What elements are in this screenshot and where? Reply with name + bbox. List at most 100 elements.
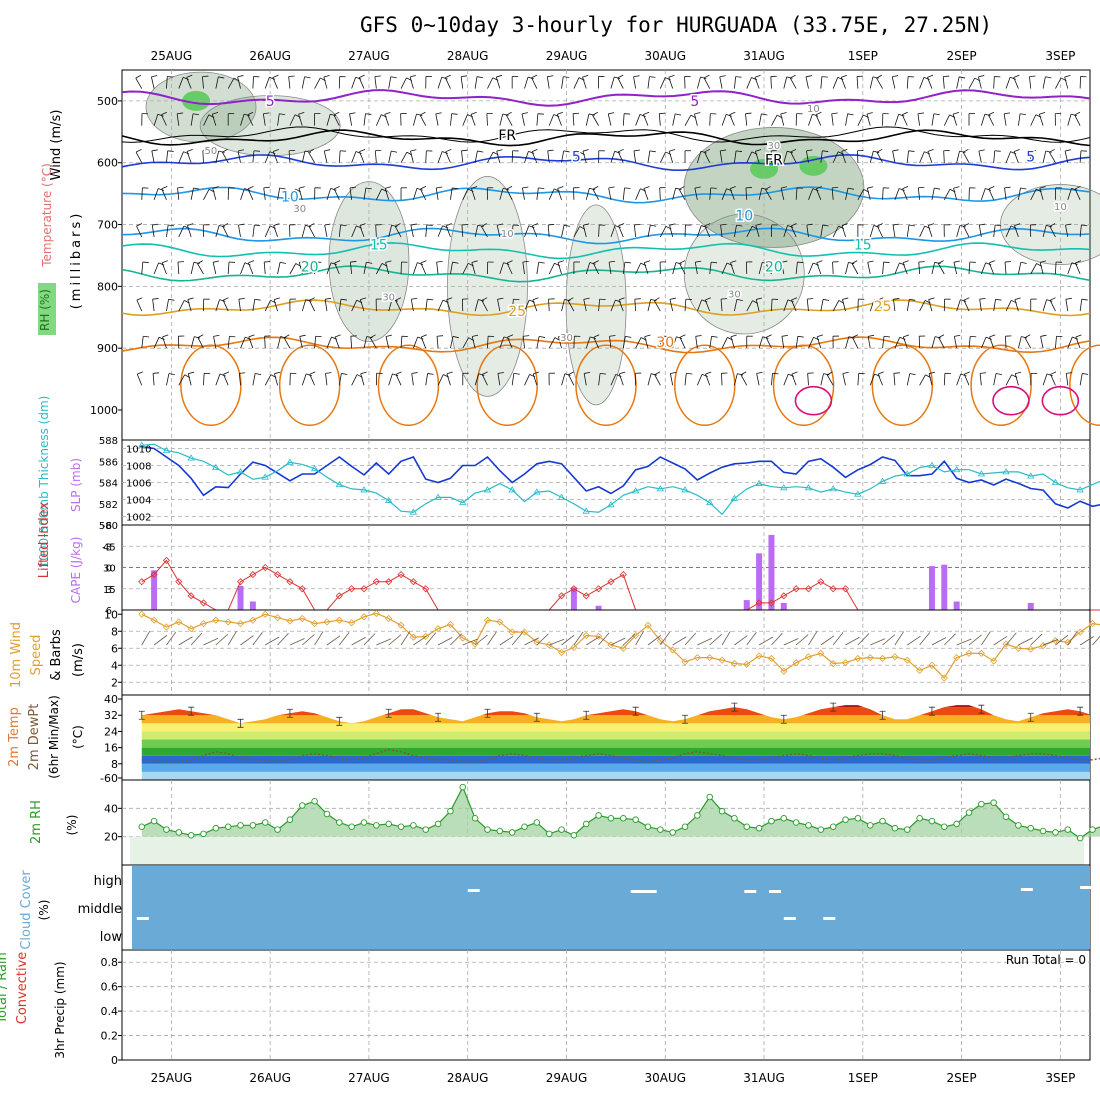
wind-barb-flag	[1013, 74, 1020, 78]
y-tick-label: 8	[111, 758, 118, 771]
upper-wind-barbs	[135, 74, 1089, 386]
wind-barb	[610, 374, 617, 386]
axis-label: (6hr Min/Max)	[47, 695, 61, 779]
warm-contour-loop	[575, 344, 637, 427]
wind-barb-flag	[614, 150, 621, 154]
wind-barb	[237, 76, 241, 89]
wind-barb	[395, 300, 402, 312]
wind-barb	[177, 262, 180, 275]
wind-barb-flag	[847, 113, 854, 116]
wind-barb	[499, 336, 505, 349]
wind-barb-flag	[934, 187, 941, 190]
wind-barb	[709, 113, 711, 126]
wind10-barb	[326, 635, 341, 646]
wind10-marker	[1039, 642, 1047, 650]
wind-barb-flag	[787, 299, 794, 303]
wind-barb-flag	[359, 148, 366, 152]
axis-label-part: Wind (m/s)	[49, 110, 64, 181]
contour-label: 20	[765, 260, 783, 276]
wind-barb-flag	[1004, 112, 1011, 115]
wind-barb	[943, 189, 951, 201]
top-date-label: 2SEP	[947, 49, 977, 63]
wind10-marker	[298, 614, 306, 623]
wind-barb	[867, 262, 871, 275]
wind-barb-flag	[695, 260, 702, 263]
wind-barb-flag	[502, 113, 509, 116]
thickness-marker	[1002, 468, 1010, 475]
wind-barb	[647, 225, 651, 237]
wind-barb-flag	[349, 186, 356, 189]
wind-barb	[215, 299, 220, 312]
wind-barb	[820, 224, 824, 237]
wind-barb-flag	[765, 186, 771, 190]
wind-barb	[585, 188, 590, 200]
wind-barb-flag	[420, 260, 427, 264]
wind10-marker	[434, 625, 442, 633]
axis-label-part: (millibars)	[69, 211, 84, 310]
wind10-marker	[656, 637, 664, 645]
bottom-date-label: 30AUG	[644, 1071, 686, 1085]
wind-barb-flag	[219, 373, 226, 377]
wind-barb	[805, 76, 809, 89]
wind10-barb	[1005, 632, 1017, 646]
wind-barb	[385, 262, 390, 275]
wind-barb-flag	[477, 224, 484, 227]
wind-barb-flag	[588, 113, 595, 116]
wind-barb-flag	[478, 299, 485, 302]
wind-barb	[832, 261, 834, 275]
minmax-marker	[286, 708, 293, 718]
wind-barb-flag	[873, 225, 880, 228]
thickness-marker	[780, 484, 788, 491]
wind10-marker	[841, 659, 850, 667]
axis-label: SLP (mb)	[69, 458, 83, 512]
temperature-contour	[121, 265, 1091, 283]
wind-barb-flag	[186, 149, 193, 152]
wind-barb-flag	[791, 371, 798, 375]
wind10-marker	[743, 660, 751, 668]
wind-barb	[931, 187, 935, 200]
wind-barb	[351, 300, 358, 312]
wind-barb	[856, 76, 859, 89]
wind-barb-flag	[223, 371, 230, 375]
wind-barb	[289, 188, 296, 200]
wind-barb-flag	[670, 371, 677, 374]
wind-barb-flag	[582, 74, 589, 78]
wind10-marker	[891, 653, 899, 661]
wind-barb-flag	[790, 223, 797, 227]
wind10-marker	[928, 661, 936, 669]
wind-barb-flag	[506, 260, 513, 264]
wind-barb	[561, 373, 566, 386]
wind-barb	[190, 187, 194, 200]
wind-barb-flag	[531, 148, 538, 153]
wind-barb-flag	[745, 112, 752, 115]
wind10-barb	[907, 635, 921, 646]
wind-barb-flag	[152, 298, 159, 300]
wind-barb	[635, 188, 641, 200]
wind-barb	[857, 114, 864, 126]
wind-barb	[384, 188, 390, 200]
wind-barb	[668, 151, 674, 163]
top-date-label: 29AUG	[546, 49, 588, 63]
y-tick-label: 40	[104, 802, 118, 815]
slp-tick-label: 1004	[126, 496, 151, 507]
cloud-gap	[744, 890, 757, 893]
wind-barb	[499, 262, 504, 275]
li-marker	[619, 571, 627, 579]
wind-barb-flag	[395, 297, 402, 301]
thickness-marker	[508, 486, 516, 493]
rh-marker	[866, 822, 874, 829]
y-tick-label: 4	[111, 659, 118, 672]
cloud-fill	[132, 866, 1100, 949]
top-date-label: 25AUG	[151, 49, 193, 63]
wind-barb	[445, 225, 451, 238]
wind10-barb	[511, 632, 523, 646]
temp-band	[141, 707, 1090, 716]
wind-barb-flag	[876, 74, 882, 79]
wind-barb	[978, 76, 982, 89]
wind-barb	[425, 150, 427, 163]
wind-barb	[161, 114, 167, 126]
wind-barb-flag	[815, 111, 822, 116]
wind-barb	[826, 374, 834, 386]
